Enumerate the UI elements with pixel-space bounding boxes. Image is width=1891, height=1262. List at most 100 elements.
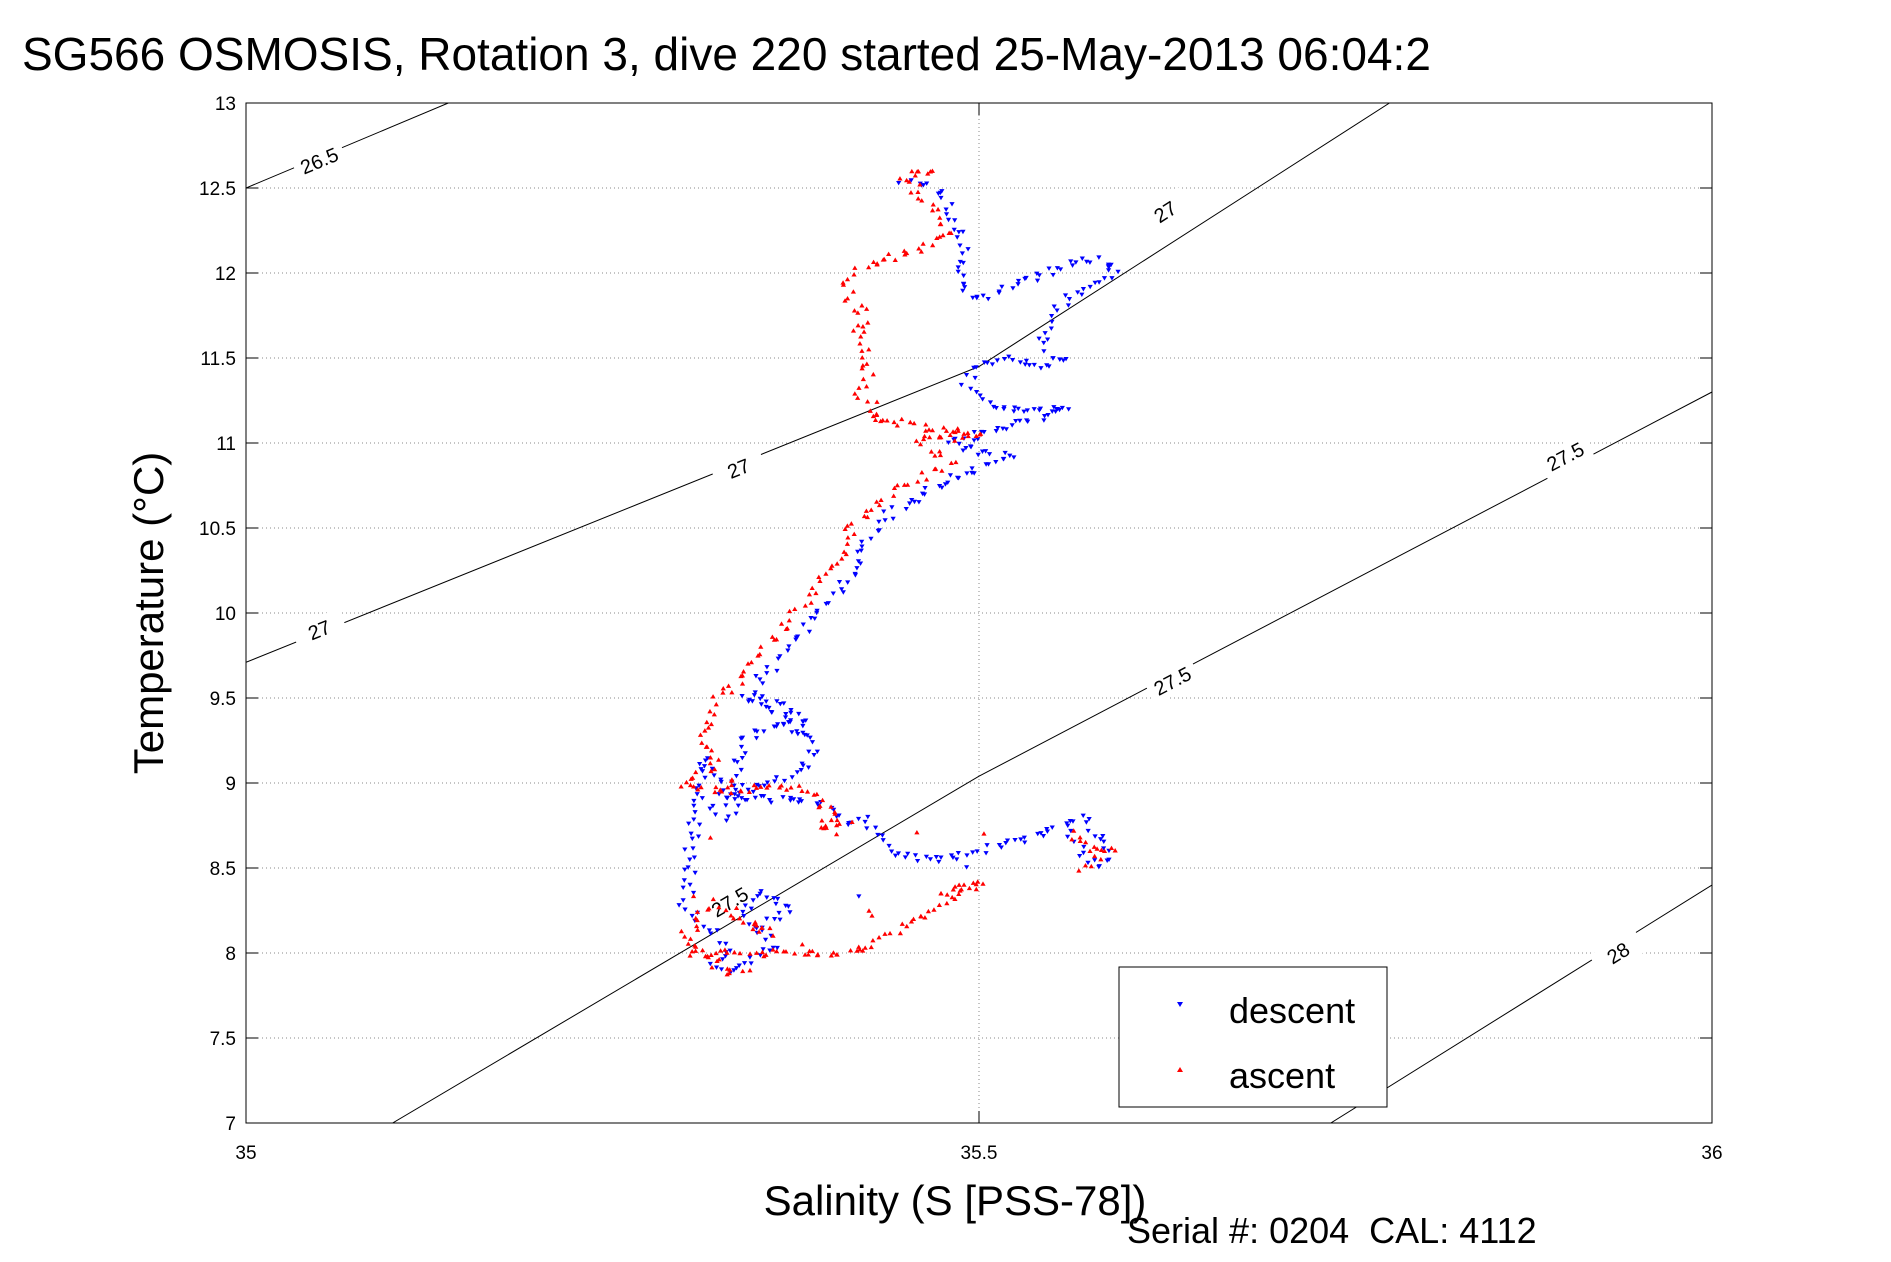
ascent-point — [909, 168, 915, 174]
descent-point — [1001, 405, 1007, 410]
ascent-point — [869, 913, 875, 918]
ascent-point — [861, 513, 868, 519]
descent-point — [875, 528, 881, 534]
descent-point — [1096, 255, 1102, 260]
ascent-point — [745, 661, 751, 666]
descent-point — [758, 702, 764, 707]
ascent-point — [792, 951, 798, 956]
ascent-point — [876, 934, 882, 940]
ascent-point — [910, 916, 917, 922]
descent-point — [685, 865, 691, 870]
descent-point — [690, 846, 696, 851]
descent-point — [791, 797, 797, 802]
descent-point — [764, 665, 770, 670]
descent-point — [1002, 450, 1008, 456]
ascent-point — [746, 789, 752, 795]
descent-point — [943, 212, 950, 217]
ascent-point — [855, 310, 861, 315]
ascent-point — [832, 811, 838, 816]
ascent-point — [878, 497, 884, 503]
ascent-point — [832, 809, 838, 814]
descent-point — [795, 634, 801, 639]
ascent-point — [904, 177, 910, 183]
descent-point — [855, 549, 861, 555]
ascent-point — [882, 931, 888, 936]
x-tick-label: 35 — [235, 1143, 256, 1164]
ascent-point — [941, 425, 947, 430]
descent-point — [838, 587, 845, 592]
ascent-point — [859, 355, 865, 360]
descent-point — [960, 229, 966, 235]
ascent-point — [717, 948, 724, 953]
ascent-point — [965, 430, 971, 435]
descent-point — [979, 449, 986, 454]
descent-point — [1101, 839, 1107, 844]
descent-point — [964, 471, 970, 476]
descent-point — [774, 699, 780, 704]
ascent-point — [702, 953, 709, 959]
descent-point — [800, 723, 806, 729]
ascent-point — [876, 502, 883, 508]
descent-point — [955, 269, 961, 275]
descent-point — [723, 941, 729, 947]
ascent-point — [973, 433, 979, 439]
descent-point — [695, 834, 702, 839]
ascent-point — [766, 782, 772, 788]
ascent-point — [880, 257, 886, 262]
descent-point — [752, 795, 758, 801]
ascent-point — [818, 825, 824, 830]
ascent-point — [806, 948, 813, 953]
ascent-point — [866, 346, 872, 352]
descent-point — [761, 794, 767, 799]
descent-point — [973, 390, 980, 395]
contour-label-bg — [290, 138, 349, 183]
ascent-point — [950, 887, 956, 892]
descent-point — [971, 430, 977, 435]
ascent-point — [836, 821, 842, 826]
descent-point — [1063, 356, 1069, 362]
descent-point — [1101, 276, 1108, 281]
data-points — [676, 168, 1121, 977]
descent-point — [725, 814, 731, 819]
descent-point — [682, 867, 688, 873]
descent-point — [773, 901, 779, 907]
descent-point — [1015, 282, 1021, 287]
descent-point — [969, 466, 975, 471]
descent-point — [782, 715, 789, 720]
ascent-point — [944, 900, 950, 906]
ascent-point — [819, 797, 826, 803]
descent-point — [749, 699, 755, 704]
descent-point — [680, 885, 686, 890]
ascent-point — [786, 608, 793, 614]
ascent-point — [738, 673, 744, 679]
descent-point — [1054, 407, 1060, 412]
descent-point — [738, 767, 744, 773]
descent-point — [960, 288, 966, 294]
ascent-point — [952, 438, 958, 443]
descent-point — [939, 485, 945, 490]
descent-point — [739, 796, 745, 801]
descent-point — [741, 961, 748, 966]
ascent-point — [814, 952, 820, 958]
descent-point — [748, 961, 754, 966]
ascent-point — [710, 896, 716, 902]
descent-point — [880, 838, 886, 843]
descent-point — [879, 833, 886, 838]
ascent-point — [937, 234, 943, 239]
descent-point — [1069, 263, 1076, 268]
descent-point — [914, 858, 921, 864]
descent-point — [687, 857, 693, 862]
ascent-point — [783, 626, 789, 632]
descent-point — [1062, 293, 1069, 298]
ascent-point — [930, 242, 936, 248]
descent-point — [701, 924, 707, 930]
descent-point — [951, 227, 957, 233]
descent-point — [689, 913, 695, 919]
ascent-point — [868, 507, 874, 512]
descent-point — [771, 917, 778, 922]
descent-point — [989, 362, 996, 367]
descent-point — [864, 826, 870, 831]
ascent-point — [683, 779, 690, 785]
descent-point — [1034, 271, 1040, 277]
ascent-point — [844, 523, 850, 528]
